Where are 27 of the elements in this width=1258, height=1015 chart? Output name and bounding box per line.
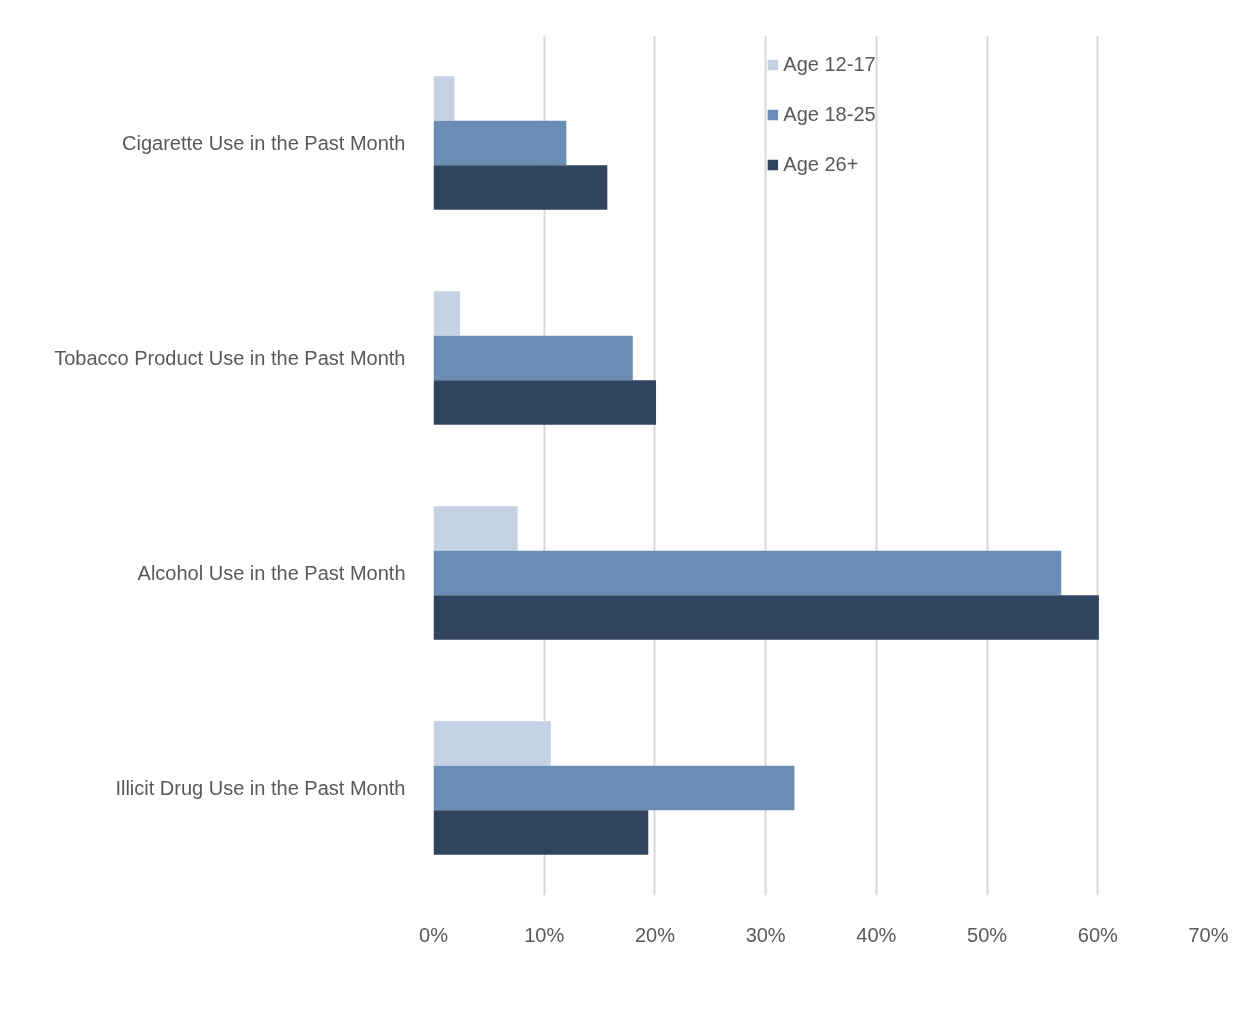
bar	[433, 721, 551, 766]
x-tick-label: 70%	[1188, 923, 1229, 946]
bar	[433, 76, 455, 121]
x-tick-label: 60%	[1077, 923, 1119, 946]
legend-label: Age 12-17	[783, 53, 876, 76]
x-tick-label: 10%	[524, 923, 565, 946]
y-tick-label: Cigarette Use in the Past Month	[122, 132, 406, 154]
bar	[433, 550, 1062, 596]
x-tick-label: 30%	[745, 923, 786, 946]
bar	[433, 595, 1099, 640]
x-tick-label: 50%	[967, 923, 1008, 946]
bar	[433, 291, 461, 336]
bar	[433, 335, 633, 381]
y-tick-label: Alcohol Use in the Past Month	[137, 562, 406, 584]
bar	[433, 380, 657, 425]
legend-label: Age 26+	[783, 153, 859, 176]
bar	[433, 765, 795, 811]
bar	[433, 810, 649, 855]
y-tick-label: Illicit Drug Use in the Past Month	[115, 777, 406, 799]
bar	[433, 120, 567, 166]
x-tick-label: 0%	[419, 923, 449, 946]
y-tick-label: Tobacco Product Use in the Past Month	[54, 347, 406, 369]
x-tick-label: 40%	[856, 923, 897, 946]
bar	[433, 506, 518, 551]
x-tick-label: 20%	[634, 923, 676, 946]
legend-label: Age 18-25	[783, 103, 876, 126]
bar	[433, 165, 608, 210]
